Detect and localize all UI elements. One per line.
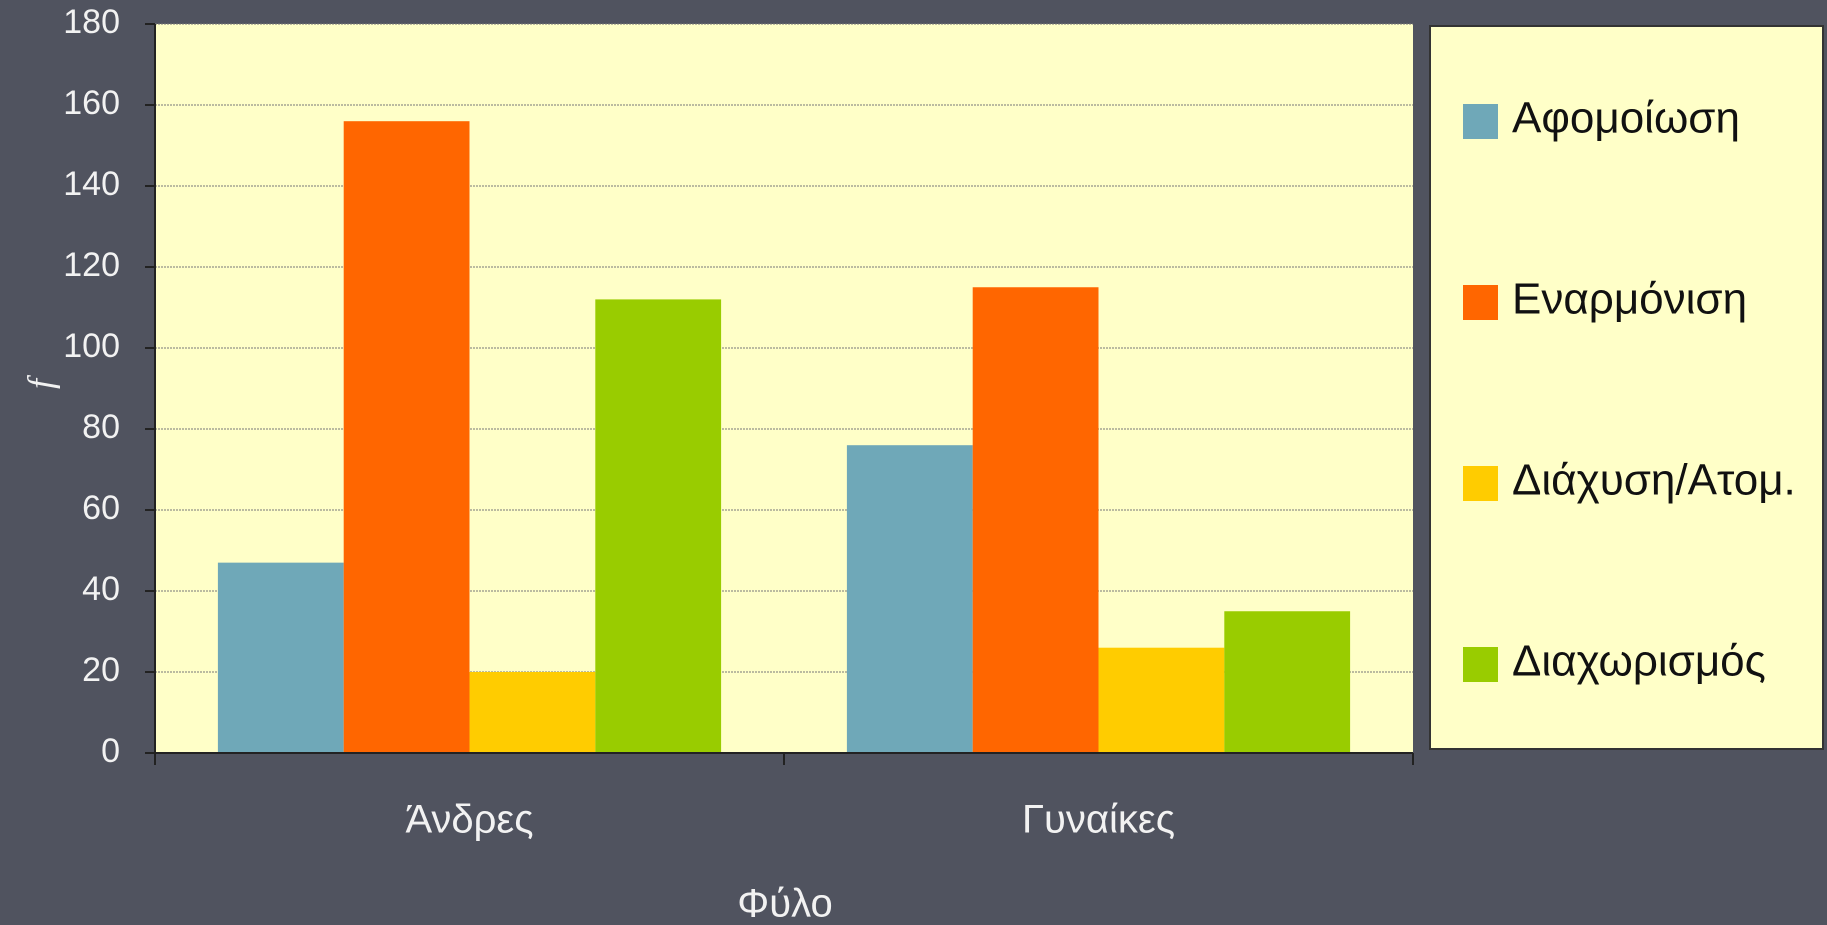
bar bbox=[972, 287, 1099, 753]
legend-label: Εναρμόνιση bbox=[1512, 275, 1747, 324]
bar bbox=[343, 121, 470, 753]
bar bbox=[595, 299, 722, 753]
legend-swatch bbox=[1463, 285, 1498, 320]
bar bbox=[1224, 611, 1351, 753]
y-tick-label: 80 bbox=[82, 408, 120, 446]
y-tick-label: 40 bbox=[82, 570, 120, 608]
legend-swatch bbox=[1463, 104, 1498, 139]
bar bbox=[217, 562, 344, 753]
x-tick-label: Άνδρες bbox=[405, 798, 533, 842]
y-tick-label: 180 bbox=[63, 3, 120, 41]
y-tick-label: 0 bbox=[101, 732, 120, 770]
y-tick-label: 160 bbox=[63, 84, 120, 122]
legend-label: Αφομοίωση bbox=[1512, 94, 1740, 143]
legend-box bbox=[1429, 25, 1824, 750]
legend-label: Διαχωρισμός bbox=[1512, 637, 1766, 686]
legend-label: Διάχυση/Ατομ. bbox=[1512, 456, 1796, 505]
x-tick-label: Γυναίκες bbox=[1022, 798, 1175, 842]
y-tick-label: 60 bbox=[82, 489, 120, 527]
legend-swatch bbox=[1463, 466, 1498, 501]
y-tick-label: 100 bbox=[63, 327, 120, 365]
bar bbox=[846, 445, 973, 753]
bar bbox=[1098, 647, 1225, 753]
y-tick-label: 20 bbox=[82, 651, 120, 689]
y-tick-label: 120 bbox=[63, 246, 120, 284]
legend-swatch bbox=[1463, 647, 1498, 682]
x-axis-label: Φύλο bbox=[737, 882, 832, 925]
y-tick-label: 140 bbox=[63, 165, 120, 203]
bar bbox=[469, 672, 596, 753]
